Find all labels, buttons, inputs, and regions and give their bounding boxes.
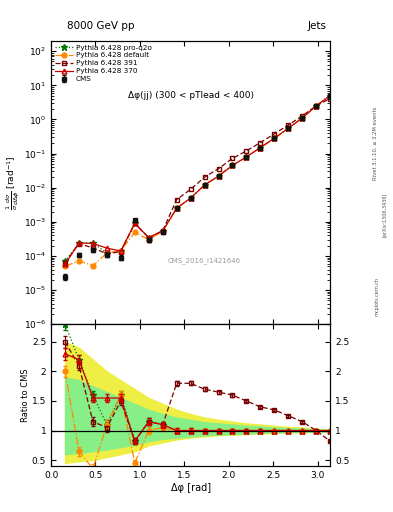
Text: CMS_2016_I1421646: CMS_2016_I1421646 xyxy=(168,257,241,264)
Y-axis label: $\frac{1}{\sigma}\frac{d\sigma}{d\Delta\phi}$ [rad$^{-1}$]: $\frac{1}{\sigma}\frac{d\sigma}{d\Delta\… xyxy=(5,156,22,210)
Text: Δφ(jj) (300 < pTlead < 400): Δφ(jj) (300 < pTlead < 400) xyxy=(128,91,253,100)
Text: Jets: Jets xyxy=(307,20,326,31)
X-axis label: Δφ [rad]: Δφ [rad] xyxy=(171,482,211,493)
Y-axis label: Ratio to CMS: Ratio to CMS xyxy=(22,368,31,422)
Text: mcplots.cern.ch: mcplots.cern.ch xyxy=(375,278,380,316)
Legend: Pythia 6.428 pro-q2o, Pythia 6.428 default, Pythia 6.428 391, Pythia 6.428 370, : Pythia 6.428 pro-q2o, Pythia 6.428 defau… xyxy=(53,43,153,83)
Text: [arXiv:1306.3436]: [arXiv:1306.3436] xyxy=(382,193,386,237)
Text: 8000 GeV pp: 8000 GeV pp xyxy=(67,20,134,31)
Text: Rivet 3.1.10, ≥ 3.2M events: Rivet 3.1.10, ≥ 3.2M events xyxy=(373,106,378,180)
